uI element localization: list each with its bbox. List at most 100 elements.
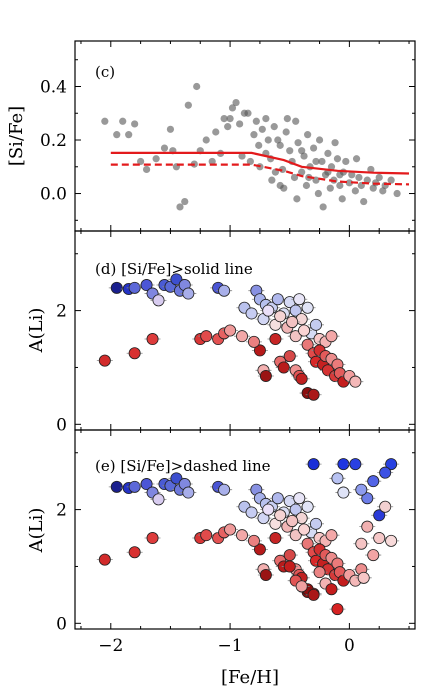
panel-e-ylabel: A(Li) <box>26 508 47 554</box>
data-point <box>246 157 254 166</box>
data-point <box>262 304 275 317</box>
data-point <box>146 333 159 346</box>
data-point <box>137 157 145 166</box>
data-point <box>98 354 111 367</box>
data-point <box>274 310 287 323</box>
data-point <box>307 588 320 601</box>
data-point <box>302 181 311 190</box>
data-point <box>274 136 282 144</box>
panel-c-ylabel: [Si/Fe] <box>6 106 27 166</box>
data-point <box>289 503 302 516</box>
data-point <box>220 115 228 123</box>
data-point <box>289 330 302 343</box>
data-point <box>252 117 260 125</box>
data-point <box>325 529 338 542</box>
data-point <box>152 493 165 506</box>
data-point <box>289 304 302 317</box>
panel-d-ylabel: A(Li) <box>26 308 47 354</box>
data-point <box>193 82 201 91</box>
data-point <box>182 287 195 300</box>
data-point <box>110 480 123 493</box>
data-point <box>269 333 282 346</box>
x-tick-label: 0 <box>344 636 355 656</box>
data-point <box>253 543 266 556</box>
data-point <box>393 189 401 198</box>
panel-e-li-dashed: 02 −2 −1 0 (e) [Si/Fe]>dashed line A(Li) [… <box>26 429 416 688</box>
panel-c-y-ticks: 0.0 0.2 0.4 <box>40 59 415 221</box>
panel-e-label: (e) [Si/Fe]>dashed line <box>95 457 271 475</box>
panel-d-label: (d) [Si/Fe]>solid line <box>95 260 253 278</box>
data-point <box>349 458 362 471</box>
data-point <box>331 603 344 616</box>
data-point <box>264 136 272 144</box>
data-point <box>245 506 258 519</box>
data-point <box>125 131 133 139</box>
data-point <box>313 566 326 579</box>
data-point <box>357 571 370 584</box>
data-point <box>379 500 392 513</box>
x-axis-label: [Fe/H] <box>221 667 279 688</box>
data-point <box>367 475 380 488</box>
data-point <box>309 144 318 152</box>
data-point <box>128 281 141 294</box>
data-point <box>208 157 216 166</box>
panel-d-y-ticks: 02 <box>56 253 415 435</box>
data-point <box>351 187 359 195</box>
data-point <box>336 171 344 179</box>
data-point <box>218 284 231 297</box>
data-point <box>293 195 301 203</box>
panel-c-label: (c) <box>95 63 115 81</box>
data-point <box>292 117 300 125</box>
data-point <box>309 318 322 331</box>
data-point <box>236 330 249 343</box>
data-point <box>226 115 234 123</box>
data-point <box>170 472 183 485</box>
data-point <box>276 181 284 190</box>
y-tick-label: 0.0 <box>40 185 67 205</box>
data-point <box>293 492 306 505</box>
data-point <box>128 480 141 493</box>
data-point <box>318 157 326 166</box>
data-point <box>160 144 169 152</box>
data-point <box>270 123 278 131</box>
data-point <box>298 147 306 155</box>
dashed-threshold-line <box>110 163 410 186</box>
data-point <box>361 520 374 533</box>
data-point <box>152 294 165 307</box>
data-point <box>337 486 350 499</box>
data-point <box>345 179 353 187</box>
data-point <box>283 350 296 363</box>
panel-c-lines <box>110 151 410 186</box>
data-point <box>218 483 231 496</box>
y-tick-label: 0.4 <box>40 77 67 97</box>
data-point <box>294 139 302 147</box>
data-point <box>236 120 244 128</box>
data-point <box>352 155 361 163</box>
data-point <box>259 568 272 581</box>
data-point <box>276 141 284 149</box>
data-point <box>361 492 374 505</box>
data-point <box>336 181 344 190</box>
data-point <box>355 537 368 550</box>
data-point <box>128 546 141 559</box>
data-point <box>142 165 151 174</box>
data-point <box>319 203 327 211</box>
panel-c-si-fe: 0.0 0.2 0.4 (c) [Si/Fe] <box>6 40 416 232</box>
data-point <box>295 372 308 385</box>
data-point <box>140 478 153 491</box>
data-point <box>349 375 362 388</box>
panel-e-points <box>96 458 400 616</box>
data-point <box>146 532 159 545</box>
data-point <box>176 203 184 211</box>
data-point <box>387 176 395 184</box>
data-point <box>324 149 332 157</box>
data-point <box>286 514 299 527</box>
data-point <box>360 197 368 206</box>
data-point <box>258 125 266 133</box>
panel-c-points <box>101 82 401 211</box>
data-point <box>293 293 306 306</box>
solid-threshold-line <box>110 151 410 175</box>
data-point <box>326 184 334 192</box>
data-point <box>375 173 383 182</box>
data-point <box>301 500 314 513</box>
